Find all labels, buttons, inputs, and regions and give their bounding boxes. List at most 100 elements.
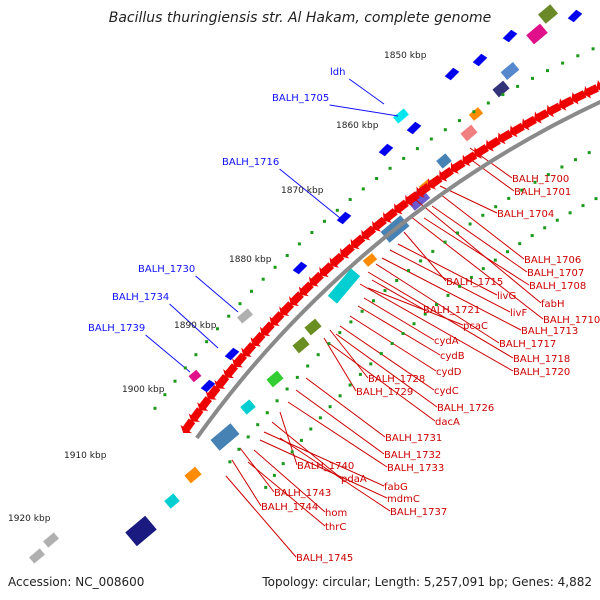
gene-label-bottom: BALH_1740 — [297, 461, 354, 472]
track-tick — [237, 447, 241, 451]
track-tick — [560, 165, 564, 169]
gene-label-bottom: BALH_1701 — [514, 187, 571, 198]
gene-label-bottom: BALH_1717 — [499, 339, 556, 350]
track-tick — [281, 462, 285, 466]
track-tick — [388, 166, 392, 170]
cds-arrow — [214, 374, 230, 389]
track-tick — [205, 340, 209, 344]
track-tick — [360, 309, 364, 313]
cds-arrow — [329, 252, 345, 268]
track-tick — [348, 198, 352, 201]
cds-arrow — [439, 166, 454, 182]
track-tick — [546, 69, 549, 73]
track-tick — [335, 208, 339, 212]
track-tick — [401, 332, 405, 335]
track-tick — [316, 353, 320, 357]
track-tick — [493, 258, 497, 262]
gene-label-bottom: thrC — [325, 522, 346, 533]
track-tick — [481, 267, 485, 271]
cds-arrow — [309, 271, 324, 287]
cds-arrow — [223, 363, 239, 379]
gene-label-top: BALH_1734 — [112, 292, 169, 303]
track-tick — [246, 435, 250, 439]
outer-feature-arrow — [292, 261, 308, 275]
cds-arrow — [485, 136, 501, 152]
track-tick — [323, 219, 326, 223]
gene-label-top: BALH_1705 — [272, 93, 329, 104]
gene-label-bottom: cydD — [436, 367, 462, 378]
track-tick — [306, 364, 310, 368]
cds-arrow — [497, 129, 513, 145]
cds-arrow — [405, 191, 420, 207]
gene-label-bottom: BALH_1728 — [368, 374, 425, 385]
cds-arrow — [474, 144, 489, 159]
track-tick — [472, 110, 476, 114]
track-tick — [309, 427, 313, 431]
cds-arrow — [259, 321, 275, 337]
gene-label-bottom: BALH_1706 — [524, 255, 581, 266]
track-tick — [238, 302, 242, 306]
cds-arrow — [197, 396, 212, 411]
gene-label-bottom: BALH_1707 — [527, 268, 584, 279]
track-tick — [318, 416, 322, 420]
track-tick — [173, 379, 177, 383]
track-tick — [228, 460, 232, 464]
track-tick — [402, 156, 406, 160]
gene-label-top: BALH_1716 — [222, 157, 279, 168]
feature-blocks — [29, 4, 558, 564]
track-tick — [469, 275, 473, 279]
cds-arrow — [188, 407, 204, 422]
track-tick — [275, 399, 279, 403]
track-tick — [543, 226, 547, 230]
track-tick — [183, 366, 187, 370]
kbp-label: 1880 kbp — [229, 255, 272, 265]
track-tick — [486, 101, 490, 105]
genome-backbone — [195, 99, 600, 440]
cds-arrow — [427, 174, 443, 190]
gene-label-bottom: BALH_1710 — [543, 315, 600, 326]
track-tick — [227, 314, 231, 318]
gene-label-bottom: pdaA — [341, 474, 367, 485]
track-tick — [568, 211, 572, 215]
outer-feature-arrow — [472, 53, 488, 67]
track-tick — [285, 254, 289, 257]
gene-label-top: ldh — [330, 67, 345, 78]
track-tick — [328, 405, 332, 409]
gene-label-bottom: BALH_1700 — [512, 174, 569, 185]
kbp-label: 1900 kbp — [122, 385, 165, 395]
cds-arrow — [546, 102, 562, 118]
cds-arrow — [289, 291, 304, 307]
track-tick — [348, 383, 352, 387]
cds-arrow — [250, 331, 266, 347]
track-tick — [423, 312, 427, 316]
gene-label-bottom: BALH_1718 — [513, 354, 570, 365]
track-tick — [310, 231, 314, 234]
track-tick — [458, 284, 462, 288]
track-tick — [415, 147, 419, 151]
track-tick — [369, 362, 373, 366]
cds-arrow — [394, 199, 409, 215]
gene-label-bottom: cydA — [434, 336, 459, 347]
kbp-label: 1920 kbp — [8, 514, 51, 524]
gene-label-bottom: pcaC — [463, 321, 488, 332]
gene-label-bottom: BALH_1708 — [529, 281, 586, 292]
track-tick — [216, 327, 219, 331]
gene-label-bottom: fabH — [541, 299, 565, 310]
track-tick — [533, 180, 537, 184]
cds-arrow — [180, 418, 196, 434]
track-tick — [443, 128, 447, 132]
track-tick — [327, 342, 331, 346]
track-tick — [516, 84, 520, 88]
gene-label-bottom: BALH_1721 — [423, 305, 480, 316]
gene-label-bottom: BALH_1737 — [390, 507, 447, 518]
track-tick — [297, 242, 301, 246]
track-tick — [507, 196, 511, 200]
track-tick — [383, 289, 387, 293]
gene-label-top: BALH_1739 — [88, 323, 145, 334]
track-tick — [338, 331, 342, 335]
gene-label-bottom: BALH_1733 — [387, 463, 444, 474]
track-tick — [546, 173, 550, 177]
gene-label-bottom: livG — [497, 291, 516, 302]
cds-arrow — [372, 216, 387, 232]
track-tick — [264, 485, 268, 489]
